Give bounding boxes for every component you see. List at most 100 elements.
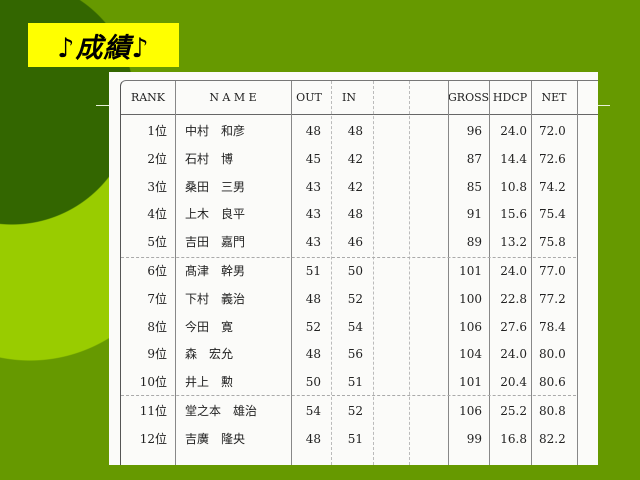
cell-out: 48 — [305, 347, 321, 362]
table-row: 12位 吉廣 隆央 48 51 99 16.8 82.2 — [121, 426, 598, 453]
cell-gross: 89 — [466, 235, 482, 250]
cell-rank: 1位 — [147, 124, 167, 138]
header-hdcp: HDCP — [492, 91, 528, 104]
cell-in: 42 — [347, 151, 363, 166]
column-divider — [577, 81, 578, 465]
table-row: 10位 井上 勲 50 51 101 20.4 80.6 — [121, 369, 598, 396]
results-image: RANK N A M E OUT IN GROSS HDCP NET 1位 中村 … — [109, 72, 598, 465]
cell-net: 80.6 — [539, 375, 566, 390]
slide-title: ♪成績♪ — [57, 32, 150, 64]
cell-net: 75.8 — [539, 235, 566, 250]
cell-out: 54 — [305, 404, 321, 418]
cell-name: 堂之本 雄治 — [185, 404, 258, 418]
cell-gross: 87 — [466, 151, 482, 166]
cell-net: 82.2 — [539, 431, 566, 446]
table-row: 7位 下村 義治 48 52 100 22.8 77.2 — [121, 286, 598, 313]
cell-hdcp: 27.6 — [500, 319, 527, 334]
cell-hdcp: 24.0 — [500, 347, 527, 362]
cell-name: 上木 良平 — [185, 207, 246, 222]
cell-in: 51 — [347, 375, 363, 390]
cell-net: 78.4 — [539, 319, 566, 334]
cell-net: 77.2 — [539, 291, 566, 306]
header-name: N A M E — [209, 91, 257, 104]
cell-gross: 101 — [459, 375, 482, 390]
table-row: 2位 石村 博 45 42 87 14.4 72.6 — [121, 146, 598, 173]
header-out: OUT — [296, 91, 322, 104]
cell-out: 43 — [305, 207, 321, 222]
header-rank: RANK — [130, 91, 166, 104]
cell-hdcp: 15.6 — [500, 207, 527, 222]
cell-net: 72.0 — [539, 124, 566, 138]
cell-name: 下村 義治 — [185, 291, 246, 306]
cell-in: 52 — [347, 291, 363, 306]
cell-out: 43 — [305, 179, 321, 194]
cell-out: 48 — [305, 431, 321, 446]
cell-in: 50 — [347, 264, 363, 278]
cell-hdcp: 22.8 — [500, 291, 527, 306]
header-in: IN — [342, 91, 356, 104]
cell-gross: 91 — [466, 207, 482, 222]
table-row: 11位 堂之本 雄治 54 52 106 25.2 80.8 — [121, 398, 598, 425]
cell-in: 46 — [347, 235, 363, 250]
cell-rank: 7位 — [147, 291, 167, 306]
cell-in: 56 — [347, 347, 363, 362]
table-row: 4位 上木 良平 43 48 91 15.6 75.4 — [121, 201, 598, 228]
cell-name: 井上 勲 — [185, 375, 234, 390]
cell-out: 45 — [305, 151, 321, 166]
cell-name: 石村 博 — [185, 151, 234, 166]
cell-rank: 2位 — [147, 151, 167, 166]
cell-hdcp: 24.0 — [500, 124, 527, 138]
cell-gross: 106 — [459, 404, 482, 418]
cell-out: 50 — [305, 375, 321, 390]
column-divider — [489, 81, 490, 465]
cell-rank: 6位 — [147, 264, 167, 278]
cell-gross: 104 — [459, 347, 482, 362]
cell-net: 80.0 — [539, 347, 566, 362]
cell-rank: 5位 — [147, 235, 167, 250]
cell-rank: 3位 — [147, 179, 167, 194]
cell-rank: 9位 — [147, 347, 167, 362]
cell-name: 髙津 幹男 — [185, 264, 246, 278]
column-divider — [373, 81, 374, 465]
cell-hdcp: 13.2 — [500, 235, 527, 250]
cell-out: 48 — [305, 124, 321, 138]
table-row: 1位 中村 和彦 48 48 96 24.0 72.0 — [121, 118, 598, 145]
cell-gross: 85 — [466, 179, 482, 194]
cell-out: 48 — [305, 291, 321, 306]
cell-hdcp: 20.4 — [500, 375, 527, 390]
cell-name: 森 宏允 — [185, 347, 234, 362]
header-gross: GROSS — [448, 91, 489, 104]
cell-hdcp: 16.8 — [500, 431, 527, 446]
header-net: NET — [541, 91, 567, 104]
table-row: 3位 桑田 三男 43 42 85 10.8 74.2 — [121, 174, 598, 201]
cell-name: 吉廣 隆央 — [185, 431, 246, 446]
column-divider — [331, 81, 332, 465]
cell-net: 77.0 — [539, 264, 566, 278]
cell-rank: 8位 — [147, 319, 167, 334]
group-separator — [121, 395, 576, 396]
cell-name: 桑田 三男 — [185, 179, 246, 194]
cell-net: 75.4 — [539, 207, 566, 222]
cell-rank: 4位 — [147, 207, 167, 222]
cell-hdcp: 25.2 — [500, 404, 527, 418]
cell-out: 52 — [305, 319, 321, 334]
table-row: 6位 髙津 幹男 51 50 101 24.0 77.0 — [121, 258, 598, 285]
cell-rank: 12位 — [139, 431, 167, 446]
column-divider — [448, 81, 449, 465]
cell-gross: 106 — [459, 319, 482, 334]
column-divider — [291, 81, 292, 465]
cell-in: 48 — [347, 207, 363, 222]
cell-gross: 96 — [466, 124, 482, 138]
cell-in: 42 — [347, 179, 363, 194]
cell-net: 74.2 — [539, 179, 566, 194]
results-table: RANK N A M E OUT IN GROSS HDCP NET 1位 中村 … — [120, 80, 598, 465]
cell-hdcp: 10.8 — [500, 179, 527, 194]
cell-hdcp: 14.4 — [500, 151, 527, 166]
cell-net: 72.6 — [539, 151, 566, 166]
table-header: RANK N A M E OUT IN GROSS HDCP NET — [121, 81, 598, 115]
cell-hdcp: 24.0 — [500, 264, 527, 278]
cell-gross: 99 — [466, 431, 482, 446]
cell-gross: 100 — [459, 291, 482, 306]
table-row: 5位 吉田 嘉門 43 46 89 13.2 75.8 — [121, 229, 598, 256]
table-row: 8位 今田 寛 52 54 106 27.6 78.4 — [121, 314, 598, 341]
